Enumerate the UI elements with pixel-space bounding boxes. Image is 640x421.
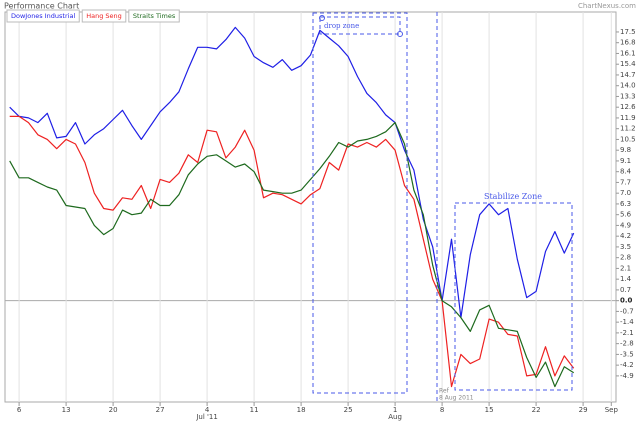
y-tick-label: -2.1 bbox=[620, 329, 634, 337]
y-tick-label: 6.3 bbox=[620, 200, 631, 208]
stabilize-zone-label: Stabilize Zone bbox=[484, 192, 542, 201]
y-tick-label: 2.1 bbox=[620, 264, 631, 272]
y-tick-label: 9.8 bbox=[620, 146, 631, 154]
y-tick-label: 9.1 bbox=[620, 157, 631, 165]
legend-label: Hang Seng bbox=[86, 12, 122, 20]
y-tick-label: 11.9 bbox=[620, 114, 636, 122]
series-line bbox=[9, 26, 575, 319]
x-tick-label: 15 bbox=[485, 406, 494, 414]
x-tick-label: 25 bbox=[344, 406, 353, 414]
legend-box bbox=[128, 9, 180, 23]
legend-box bbox=[81, 9, 127, 23]
y-tick-label: 13.3 bbox=[620, 92, 636, 100]
month-label: Aug bbox=[388, 413, 402, 421]
plot-area bbox=[4, 11, 617, 403]
legend: DowJones Industrial Hang Seng Straits Time… bbox=[6, 9, 180, 23]
y-tick-label: -3.5 bbox=[620, 350, 634, 358]
month-label: Sep bbox=[605, 406, 619, 414]
grid: 17.5 16.8 16.1 15.4 14.7 14.0 13.3 12.6 11.9 11.2… bbox=[5, 12, 636, 421]
y-tick-label: 7.0 bbox=[620, 189, 631, 197]
y-tick-label: 14.7 bbox=[620, 71, 636, 79]
y-tick-label: 16.8 bbox=[620, 39, 636, 47]
y-tick-label: 5.6 bbox=[620, 211, 632, 219]
month-label: Jul '11 bbox=[195, 413, 218, 421]
y-tick-label: 12.6 bbox=[620, 103, 636, 111]
ref-date: 8 Aug 2011 bbox=[439, 395, 474, 402]
legend-label: DowJones Industrial bbox=[11, 12, 75, 20]
x-tick-label: 22 bbox=[532, 406, 541, 414]
y-tick-label: 10.5 bbox=[620, 135, 636, 143]
x-tick-label: 13 bbox=[62, 406, 71, 414]
y-tick-label: 0.0 bbox=[620, 297, 633, 305]
ref-label: Ref bbox=[439, 388, 450, 395]
y-tick-label: -4.2 bbox=[620, 361, 634, 369]
x-tick-label: 20 bbox=[109, 406, 118, 414]
y-tick-label: 11.2 bbox=[620, 125, 636, 133]
y-tick-label: 2.8 bbox=[620, 254, 631, 262]
y-tick-label: 14.0 bbox=[620, 82, 636, 90]
y-tick-label: 4.9 bbox=[620, 221, 631, 229]
y-tick-label: 7.7 bbox=[620, 178, 631, 186]
y-tick-label: -2.8 bbox=[620, 340, 634, 348]
y-tick-label: 1.4 bbox=[620, 275, 632, 283]
chart-title: Performance Chart bbox=[4, 2, 79, 11]
y-tick-label: 0.7 bbox=[620, 286, 631, 294]
handle bbox=[397, 31, 403, 37]
x-tick-label: 1 bbox=[393, 406, 397, 414]
y-tick-label: 3.5 bbox=[620, 243, 631, 251]
drop-zone-box bbox=[312, 12, 408, 394]
y-tick-label: 15.4 bbox=[620, 60, 636, 68]
y-tick-label: 16.1 bbox=[620, 49, 636, 57]
handle bbox=[319, 15, 325, 21]
drop-zone-label-box bbox=[319, 16, 401, 35]
x-tick-label: 4 bbox=[205, 406, 210, 414]
x-tick-label: 8 bbox=[440, 406, 444, 414]
x-tick-label: 18 bbox=[297, 406, 306, 414]
source: ChartNexus.com bbox=[578, 2, 636, 10]
y-tick-label: 17.5 bbox=[620, 28, 636, 36]
y-tick-label: 8.4 bbox=[620, 168, 632, 176]
x-tick-label: 11 bbox=[250, 406, 259, 414]
y-tick-label: -1.4 bbox=[620, 318, 634, 326]
stabilize-zone-box bbox=[454, 202, 573, 391]
x-tick-label: 27 bbox=[156, 406, 165, 414]
series-line bbox=[9, 115, 575, 388]
x-tick-label: 6 bbox=[17, 406, 22, 414]
series-line bbox=[9, 122, 575, 388]
y-tick-label: 4.2 bbox=[620, 232, 631, 240]
legend-box bbox=[6, 9, 80, 23]
y-tick-label: -0.7 bbox=[620, 307, 634, 315]
x-tick-label: 29 bbox=[579, 406, 588, 414]
legend-label: Straits Times bbox=[133, 12, 176, 20]
drop-zone-label: drop zone bbox=[324, 22, 359, 30]
y-tick-label: -4.9 bbox=[620, 372, 634, 380]
lines bbox=[9, 26, 575, 388]
